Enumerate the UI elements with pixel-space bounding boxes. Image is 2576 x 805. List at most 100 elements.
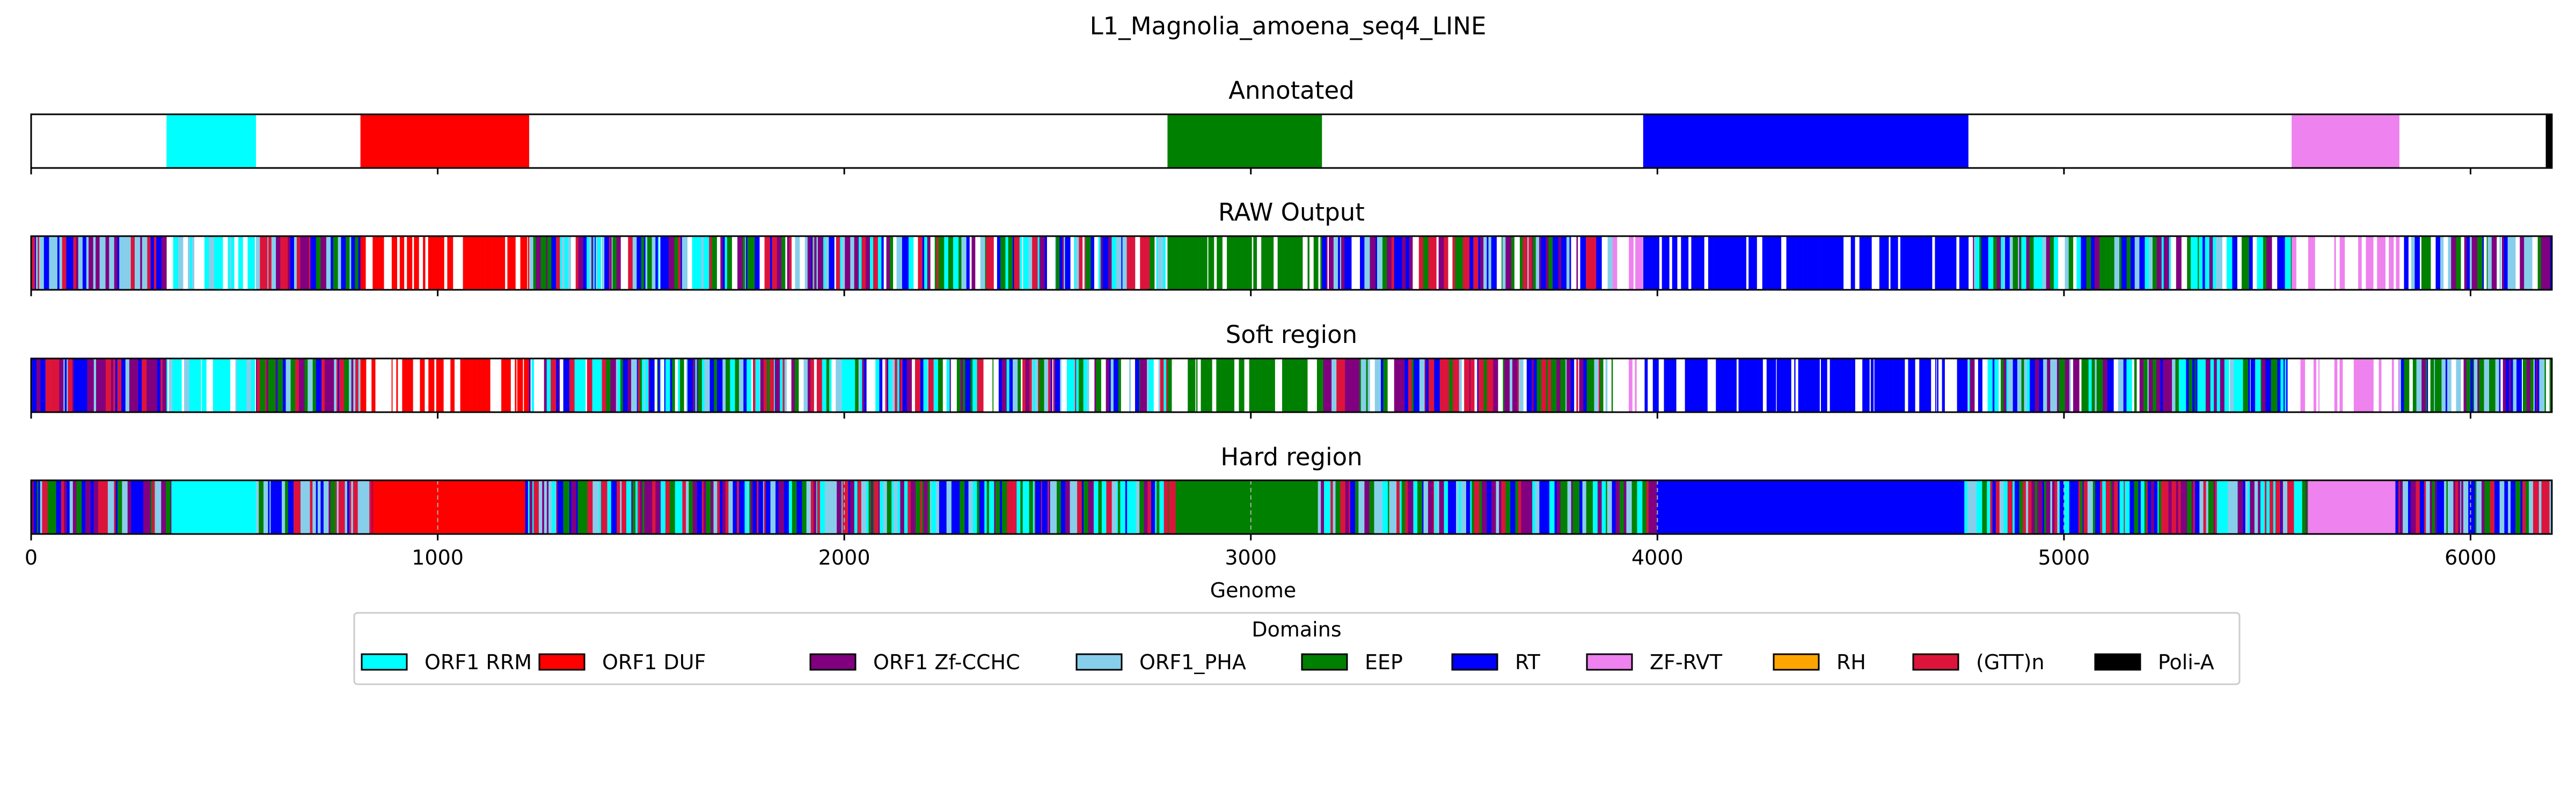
panel-1-stripe-4-170 xyxy=(1074,236,1076,290)
panel-1-stripe-10-12 xyxy=(2334,236,2336,290)
panel-1-stripe-4-114 xyxy=(881,236,884,290)
panel-3-stripe-4-29 xyxy=(2057,480,2059,534)
panel-2-stripe-5-7 xyxy=(1192,358,1196,412)
panel-2-stripe-6-66 xyxy=(1536,358,1542,412)
panel-1-stripe-0-13 xyxy=(66,236,72,290)
panel-2-stripe-4-66 xyxy=(732,358,735,412)
panel-2-stripe-9-87 xyxy=(2250,358,2253,412)
panel-1-stripe-7-8 xyxy=(1641,236,1643,290)
panel-2-stripe-2-3 xyxy=(265,358,267,412)
panel-3-stripe-3-60 xyxy=(1518,480,1521,534)
panel-3-stripe-3-67 xyxy=(1539,480,1545,534)
panel-3-stripe-0-23 xyxy=(111,480,114,534)
panel-1-stripe-9-86 xyxy=(2280,236,2285,290)
panel-2-stripe-4-204 xyxy=(1147,358,1150,412)
panel-1-stripe-8-72 xyxy=(1890,236,1896,290)
panel-2-stripe-7-6 xyxy=(1628,358,1630,412)
panel-3-stripe-3-6 xyxy=(1333,480,1336,534)
panel-3-stripe-3-70 xyxy=(1553,480,1555,534)
panel-3-stripe-2-7 xyxy=(544,480,547,534)
panel-1-stripe-4-184 xyxy=(1116,236,1122,290)
panel-1-stripe-8-38 xyxy=(1778,236,1780,290)
panel-2-stripe-4-159 xyxy=(1006,358,1010,412)
panel-3-stripe-1-16 xyxy=(312,480,317,534)
panel-3-stripe-2-86 xyxy=(801,480,802,534)
panel-2-stripe-4-123 xyxy=(891,358,895,412)
panel-1-stripe-0-27 xyxy=(114,236,118,290)
panel-2-stripe-4-102 xyxy=(836,358,837,412)
panel-3-stripe-2-64 xyxy=(733,480,737,534)
panel-3-stripe-2-58 xyxy=(713,480,718,534)
panel-1-stripe-9-48 xyxy=(2134,236,2140,290)
panel-2-stripe-5-39 xyxy=(1302,358,1305,412)
panel-3-stripe-2-75 xyxy=(763,480,764,534)
panel-3-stripe-4-31 xyxy=(2059,480,2065,534)
panel-3-stripe-2-3 xyxy=(532,480,534,534)
panel-2-stripe-4-49 xyxy=(678,358,680,412)
panel-2-stripe-9-25 xyxy=(2050,358,2056,412)
panel-3-stripe-2-184 xyxy=(1116,480,1118,534)
panel-1-stripe-0-19 xyxy=(86,236,89,290)
panel-2-stripe-8-46 xyxy=(1794,358,1796,412)
panel-3-stripe-3-3 xyxy=(1325,480,1327,534)
panel-2-stripe-4-209 xyxy=(1161,358,1164,412)
panel-2-stripe-8-35 xyxy=(1766,358,1769,412)
panel-1-stripe-5-30 xyxy=(1264,236,1270,290)
panel-3-stripe-2-152 xyxy=(1011,480,1015,534)
panel-1-stripe-9-87 xyxy=(2285,236,2287,290)
panel-3-stripe-2-17 xyxy=(571,480,577,534)
panel-3-stripe-3-53 xyxy=(1491,480,1496,534)
panel-3-stripe-5-23 xyxy=(2463,480,2469,534)
panel-2-title: Soft region xyxy=(1226,320,1357,349)
panel-3-stripe-2-146 xyxy=(994,480,996,534)
panel-3-stripe-2-144 xyxy=(986,480,990,534)
panel-3-stripe-3-51 xyxy=(1482,480,1487,534)
panel-2-stripe-9-34 xyxy=(2077,358,2080,412)
panel-0-segment-eep xyxy=(1167,114,1322,168)
panel-1-stripe-0-41 xyxy=(164,236,167,290)
panel-1-stripe-10-27 xyxy=(2389,236,2394,290)
panel-1-stripe-6-44 xyxy=(1478,236,1481,290)
panel-2-stripe-0-29 xyxy=(108,358,112,412)
panel-1-stripe-5-36 xyxy=(1287,236,1292,290)
panel-2-stripe-4-79 xyxy=(772,358,774,412)
panel-2-stripe-9-8 xyxy=(1994,358,1999,412)
panel-2-stripe-4-181 xyxy=(1070,358,1075,412)
panel-2-stripe-9-5 xyxy=(1987,358,1990,412)
panel-2-stripe-11-4 xyxy=(2412,358,2417,412)
panel-2-stripe-11-6 xyxy=(2421,358,2426,412)
panel-3-stripe-0-35 xyxy=(152,480,155,534)
panel-3-stripe-0-25 xyxy=(115,480,118,534)
panel-2-stripe-4-2 xyxy=(531,358,534,412)
panel-1-stripe-4-3 xyxy=(540,236,546,290)
panel-1-stripe-0-10 xyxy=(59,236,62,290)
panel-2-stripe-10-15 xyxy=(2334,358,2338,412)
panel-1-stripe-3-35 xyxy=(472,236,477,290)
panel-2-stripe-9-69 xyxy=(2194,358,2196,412)
panel-3-stripe-2-2 xyxy=(529,480,533,534)
panel-2-stripe-6-25 xyxy=(1404,358,1409,412)
panel-1-stripe-1-29 xyxy=(253,236,255,290)
panel-3-stripe-3-42 xyxy=(1451,480,1457,534)
panel-2-stripe-0-24 xyxy=(93,358,97,412)
panel-1-stripe-4-75 xyxy=(755,236,760,290)
panel-2-stripe-4-182 xyxy=(1075,358,1077,412)
panel-1-stripe-9-23 xyxy=(2042,236,2046,290)
panel-3-stripe-2-142 xyxy=(979,480,985,534)
panel-1-stripe-8-8 xyxy=(1672,236,1678,290)
panel-1-stripe-7-0 xyxy=(1612,236,1618,290)
panel-3-stripe-4-13 xyxy=(2012,480,2015,534)
panel-1-stripe-4-2 xyxy=(536,236,541,290)
panel-2-stripe-4-178 xyxy=(1060,358,1062,412)
panel-3-stripe-2-4 xyxy=(533,480,539,534)
panel-2-stripe-11-36 xyxy=(2511,358,2513,412)
panel-3-stripe-2-178 xyxy=(1088,480,1094,534)
panel-3-stripe-2-14 xyxy=(563,480,568,534)
panel-1-stripe-0-20 xyxy=(89,236,93,290)
panel-2-stripe-2-5 xyxy=(268,358,273,412)
panel-3-stripe-2-109 xyxy=(868,480,872,534)
legend-label-5: RT xyxy=(1515,650,1541,674)
panel-3-segment-zf-rvt xyxy=(2308,480,2396,534)
panel-2-stripe-4-59 xyxy=(704,358,710,412)
panel-1-stripe-0-28 xyxy=(117,236,120,290)
